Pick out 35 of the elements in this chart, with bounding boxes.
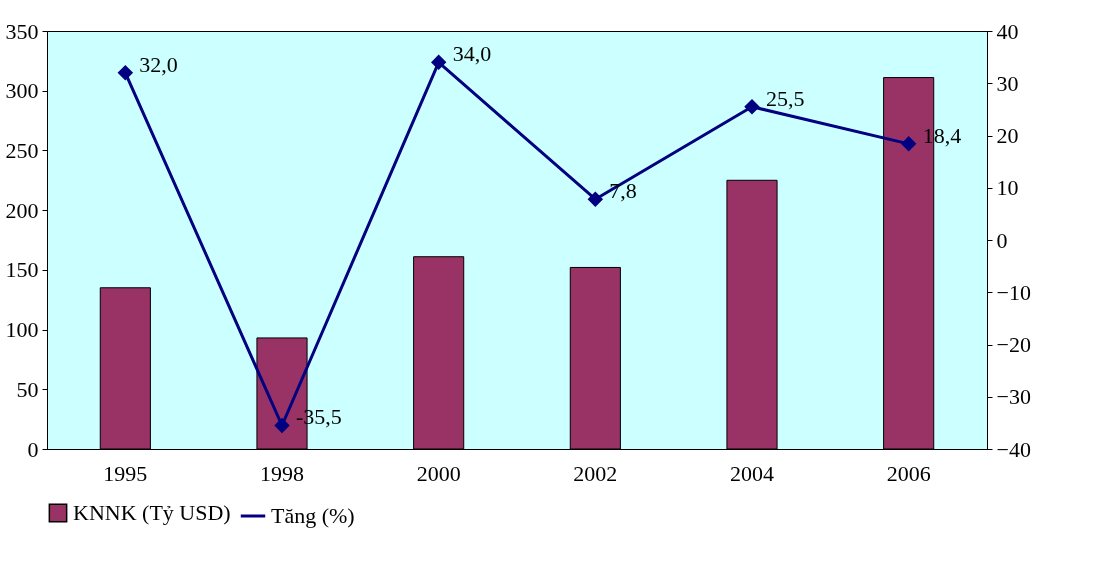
point bbox=[744, 99, 760, 115]
y2-tick-label: 10 bbox=[996, 175, 1019, 201]
point bbox=[588, 191, 603, 207]
point bbox=[118, 65, 133, 81]
data-label: 32,0 bbox=[139, 51, 178, 77]
y2-tick-label: −30 bbox=[996, 384, 1031, 410]
legend-label: KNNK (Tỷ USD) bbox=[73, 500, 231, 525]
y2-tick-label: −20 bbox=[996, 332, 1031, 357]
y-tick-label: 100 bbox=[5, 317, 39, 343]
data-label: 7,8 bbox=[609, 178, 637, 204]
y2-tick-label: 0 bbox=[996, 227, 1008, 253]
x-tick-label: 1998 bbox=[260, 460, 304, 486]
x-tick-label: 2002 bbox=[573, 460, 618, 486]
y-tick-label: 250 bbox=[5, 137, 39, 163]
data-label: 25,5 bbox=[766, 85, 805, 111]
y2-tick-label: 30 bbox=[996, 70, 1019, 96]
y2-tick-label: −40 bbox=[996, 436, 1031, 462]
x-tick-label: 2004 bbox=[730, 460, 774, 486]
point bbox=[274, 418, 290, 433]
y2-tick-label: 40 bbox=[996, 18, 1019, 44]
y-tick-label: 200 bbox=[5, 197, 39, 223]
x-tick-label: 2006 bbox=[886, 460, 931, 486]
point bbox=[901, 136, 916, 152]
y-tick-label: 150 bbox=[5, 257, 39, 283]
x-tick-label: 2000 bbox=[416, 460, 461, 486]
y-tick-label: 300 bbox=[5, 78, 39, 104]
y-tick-label: 350 bbox=[5, 18, 39, 44]
y2-tick-label: −10 bbox=[996, 279, 1031, 305]
x-tick-label: 1995 bbox=[103, 460, 148, 486]
y-tick-label: 50 bbox=[16, 376, 39, 402]
y2-tick-label: 20 bbox=[996, 123, 1019, 148]
legend-label: Tăng (%) bbox=[271, 503, 355, 528]
point bbox=[431, 55, 446, 70]
data-label: 34,0 bbox=[452, 41, 492, 67]
y-tick-label: 0 bbox=[27, 436, 39, 462]
